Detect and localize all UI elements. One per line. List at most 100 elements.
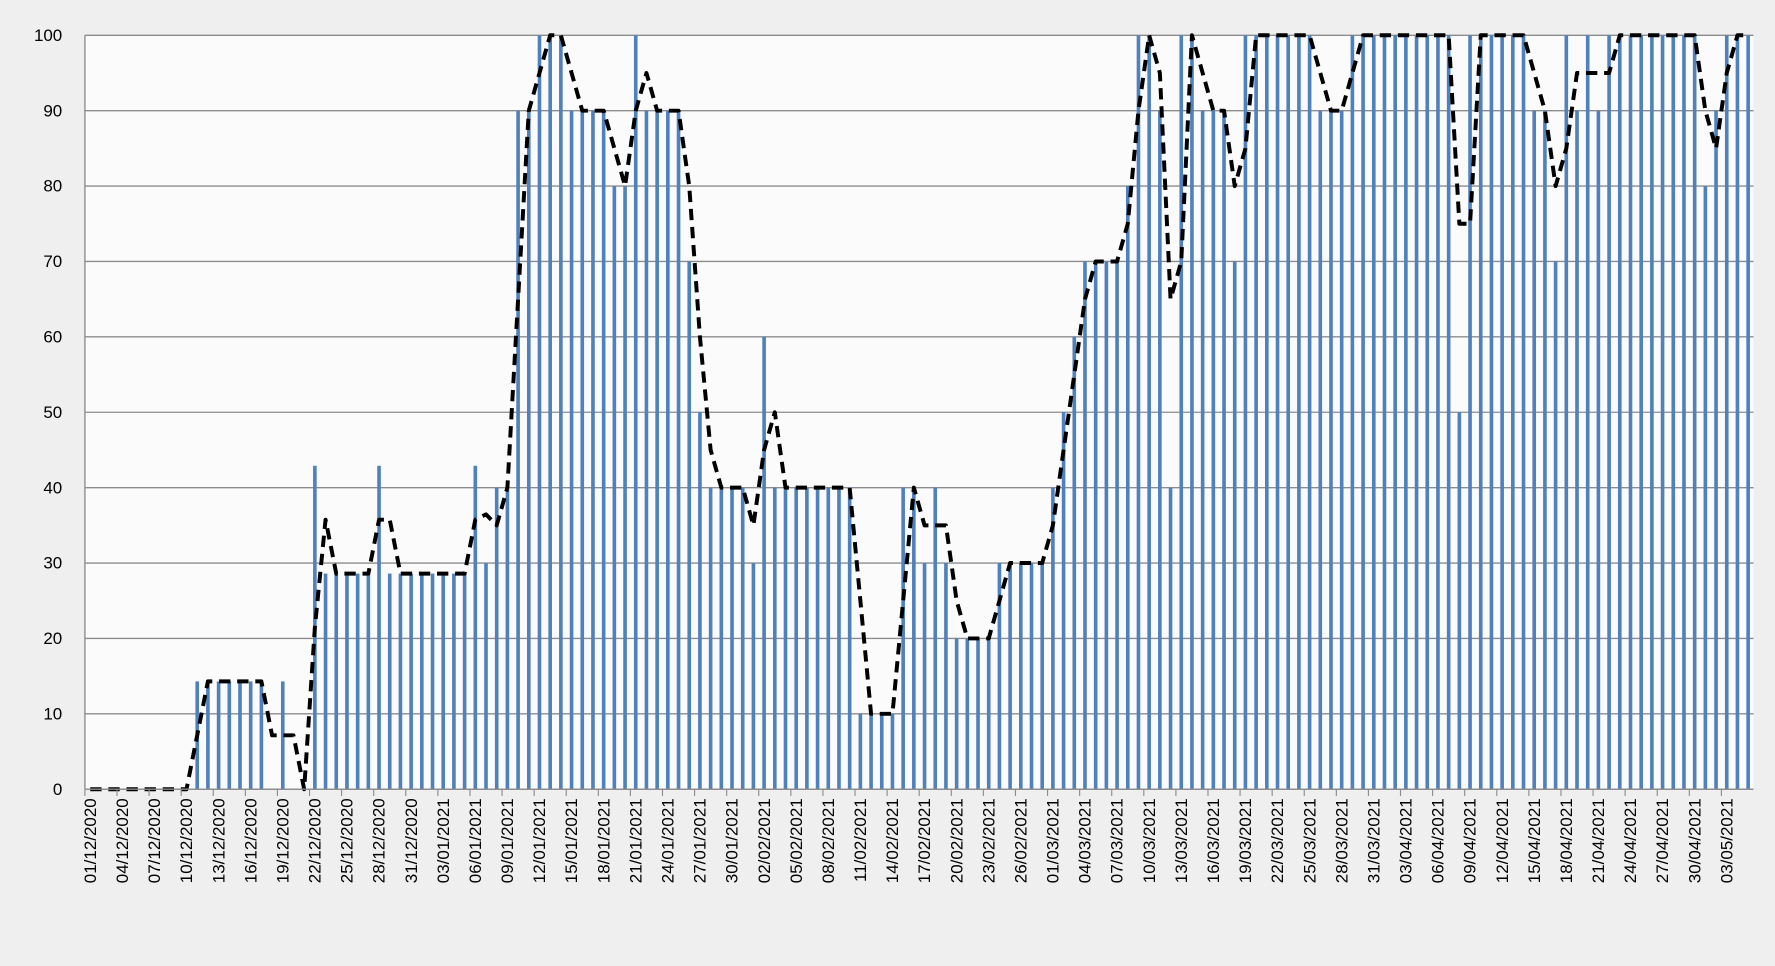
x-tick-label: 03/05/2021 bbox=[1717, 798, 1736, 883]
bar bbox=[1511, 35, 1515, 790]
bar bbox=[580, 110, 585, 790]
bar bbox=[751, 563, 756, 790]
x-tick-label: 10/03/2021 bbox=[1140, 798, 1159, 883]
bar bbox=[591, 110, 595, 790]
bar bbox=[1061, 412, 1066, 790]
x-tick-label: 08/02/2021 bbox=[819, 798, 838, 883]
bar bbox=[1393, 35, 1397, 790]
x-tick-label: 20/02/2021 bbox=[947, 798, 966, 883]
bar bbox=[612, 186, 617, 790]
x-tick-label: 16/12/2020 bbox=[241, 798, 260, 883]
bar bbox=[1029, 563, 1034, 790]
bar bbox=[345, 573, 349, 790]
x-tick-label: 10/12/2020 bbox=[177, 798, 196, 883]
x-tick-label: 06/01/2021 bbox=[466, 798, 485, 883]
bar bbox=[1051, 487, 1055, 790]
y-tick-label: 20 bbox=[43, 629, 62, 648]
bar bbox=[719, 487, 724, 790]
x-tick-label: 23/02/2021 bbox=[979, 798, 998, 883]
y-tick-label: 0 bbox=[53, 780, 62, 799]
x-tick-label: 15/01/2021 bbox=[562, 798, 581, 883]
bar bbox=[1072, 336, 1077, 790]
bar bbox=[1436, 35, 1440, 790]
x-tick-label: 07/03/2021 bbox=[1108, 798, 1127, 883]
bar bbox=[216, 681, 221, 790]
x-tick-label: 04/12/2020 bbox=[113, 798, 132, 883]
bar bbox=[708, 487, 713, 790]
bar bbox=[676, 110, 681, 790]
bar bbox=[805, 487, 809, 790]
x-tick-label: 16/03/2021 bbox=[1204, 798, 1223, 883]
bar bbox=[1682, 35, 1686, 790]
bar bbox=[1286, 35, 1291, 790]
x-tick-label: 24/01/2021 bbox=[658, 798, 677, 883]
bar bbox=[879, 713, 884, 790]
x-tick-label: 11/02/2021 bbox=[851, 798, 870, 882]
bar bbox=[698, 412, 702, 790]
x-tick-label: 19/12/2020 bbox=[273, 798, 292, 883]
y-tick-label: 90 bbox=[43, 101, 62, 120]
bar bbox=[1746, 35, 1750, 790]
bar bbox=[1660, 35, 1665, 790]
x-tick-label: 06/04/2021 bbox=[1429, 798, 1448, 883]
bar bbox=[944, 563, 948, 790]
bar bbox=[1265, 35, 1269, 790]
y-tick-label: 70 bbox=[43, 252, 62, 271]
bar bbox=[601, 110, 606, 790]
bar bbox=[826, 487, 831, 790]
bar bbox=[901, 487, 905, 790]
x-tick-label: 13/03/2021 bbox=[1172, 798, 1191, 883]
bar bbox=[1553, 261, 1558, 790]
bar bbox=[569, 110, 574, 790]
bar bbox=[355, 573, 360, 790]
bar bbox=[1136, 35, 1141, 790]
x-tick-label: 22/03/2021 bbox=[1268, 798, 1287, 883]
x-tick-label: 14/02/2021 bbox=[883, 798, 902, 883]
bar bbox=[1714, 110, 1718, 790]
x-tick-label: 17/02/2021 bbox=[915, 798, 934, 883]
x-tick-label: 05/02/2021 bbox=[787, 798, 806, 883]
x-tick-label: 03/01/2021 bbox=[434, 798, 453, 883]
bar bbox=[420, 573, 424, 790]
bar bbox=[206, 681, 210, 790]
bar bbox=[869, 713, 873, 790]
bar bbox=[730, 487, 734, 790]
bar bbox=[1521, 35, 1526, 790]
x-tick-label: 04/03/2021 bbox=[1076, 798, 1095, 883]
x-tick-label: 27/04/2021 bbox=[1653, 798, 1672, 883]
bar bbox=[837, 487, 841, 790]
x-tick-label: 28/03/2021 bbox=[1332, 798, 1351, 883]
y-tick-label: 40 bbox=[43, 478, 62, 497]
bar bbox=[1329, 110, 1333, 790]
bar bbox=[1104, 261, 1109, 790]
bar bbox=[1735, 35, 1740, 790]
bar bbox=[259, 681, 264, 790]
bar bbox=[1692, 35, 1697, 790]
x-tick-label: 24/04/2021 bbox=[1621, 798, 1640, 883]
x-tick-label: 31/12/2020 bbox=[402, 798, 421, 883]
bar bbox=[1018, 563, 1023, 790]
bar bbox=[516, 110, 520, 790]
bar bbox=[1147, 35, 1151, 790]
x-tick-label: 18/01/2021 bbox=[594, 798, 613, 883]
bar bbox=[1222, 110, 1226, 790]
x-tick-label: 21/04/2021 bbox=[1589, 798, 1608, 883]
x-tick-label: 03/04/2021 bbox=[1397, 798, 1416, 883]
bar bbox=[1500, 35, 1504, 790]
bar bbox=[1543, 110, 1547, 790]
bar bbox=[666, 110, 670, 790]
bar bbox=[248, 681, 253, 790]
x-tick-label: 18/04/2021 bbox=[1557, 798, 1576, 883]
bar bbox=[1425, 35, 1430, 790]
bar bbox=[548, 35, 552, 790]
x-tick-label: 25/03/2021 bbox=[1300, 798, 1319, 883]
bar bbox=[794, 487, 799, 790]
bar bbox=[227, 681, 232, 790]
x-tick-label: 13/12/2020 bbox=[209, 798, 228, 883]
y-tick-label: 100 bbox=[34, 26, 62, 45]
bar bbox=[965, 638, 970, 790]
bar bbox=[1125, 186, 1130, 790]
bar bbox=[366, 573, 371, 790]
bar bbox=[1489, 35, 1494, 790]
bar bbox=[398, 573, 403, 790]
